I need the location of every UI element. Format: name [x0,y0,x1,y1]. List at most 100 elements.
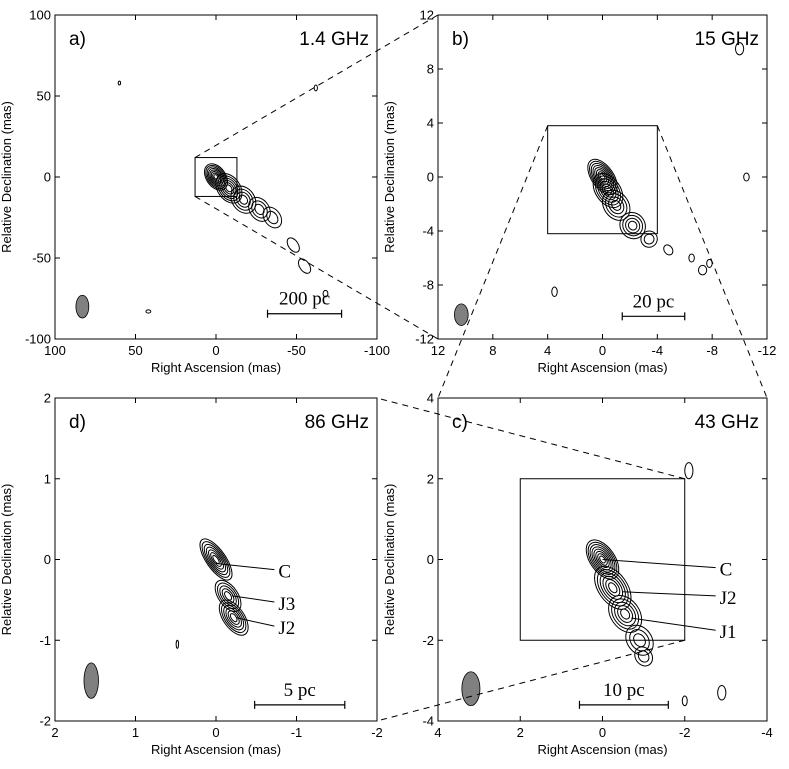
x-tick-label: -50 [287,343,306,358]
zoom-connector-line [194,14,439,158]
y-axis-label: Relative Declination (mas) [382,484,397,636]
y-tick-label: 12 [420,8,434,23]
y-axis-label: Relative Declination (mas) [382,101,397,253]
contour-line [608,582,618,594]
contour-line [215,173,243,204]
contour-line [205,164,227,190]
panel-letter: b) [452,29,469,50]
y-axis-label: Relative Declination (mas) [0,484,14,636]
y-tick-label: 0 [427,170,434,185]
y-tick-label: -1 [39,633,51,648]
contour-map [75,80,329,319]
x-tick-label: 0 [599,725,606,740]
frequency-label: 1.4 GHz [299,29,369,50]
contour-line [205,546,227,573]
x-tick-label: 8 [489,343,496,358]
contour-line [213,174,219,180]
y-tick-label: 0 [44,552,51,567]
contour-line [286,237,300,253]
contour-line [206,166,226,188]
component-label-J2: J2 [278,618,295,639]
y-tick-label: 100 [29,8,51,23]
x-tick-label: -100 [364,343,390,358]
zoom-connector-line [656,125,768,399]
x-axis-label: Right Ascension (mas) [537,360,667,375]
y-tick-label: -4 [422,714,434,729]
x-tick-label: 12 [431,343,445,358]
contour-line [262,206,283,229]
noise-contour [717,684,727,701]
contour-line [589,544,616,575]
contour-line [614,601,637,627]
contour-line [594,175,622,206]
noise-contour [551,286,558,297]
noise-contour [681,695,688,707]
contour-line [596,569,629,607]
contour-line [611,598,640,630]
zoom-connector-line [376,397,685,480]
y-tick-label: -8 [422,278,434,293]
noise-contour [313,84,318,92]
y-tick-label: -4 [422,224,434,239]
y-tick-label: -2 [422,633,434,648]
contour-line [608,595,643,633]
noise-contour [706,258,713,268]
contour-line [297,258,312,274]
plot-frame [437,14,768,340]
zoom-box [519,478,686,641]
contour-line [663,244,674,256]
contour-line [219,177,239,200]
contour-line [218,599,249,636]
contour-map [461,462,727,707]
contour-line [238,194,249,205]
contour-line [589,160,616,194]
x-tick-label: -8 [706,343,718,358]
contour-line [203,543,229,576]
noise-contour [688,253,695,263]
contour-line [601,183,615,198]
contour-line [643,233,655,245]
x-axis-label: Right Ascension (mas) [151,742,281,757]
contour-line [622,214,644,237]
contour-line [608,196,625,215]
contour-line [203,163,229,191]
contour-line [223,604,245,631]
component-label-J2: J2 [720,588,737,609]
contour-line [597,178,619,203]
x-axis-label: Right Ascension (mas) [537,742,667,757]
contour-line [225,184,233,193]
x-tick-label: -4 [652,343,664,358]
contour-line [210,552,222,567]
y-tick-label: 4 [427,116,434,131]
panel-letter: a) [69,29,86,50]
contour-line [617,605,634,623]
x-tick-label: 2 [517,725,524,740]
scalebar-label: 10 pc [603,680,645,701]
frequency-label: 15 GHz [695,29,759,50]
frequency-label: 86 GHz [305,412,369,433]
component-label-C: C [278,562,291,583]
contour-line [225,607,242,628]
x-tick-label: -2 [371,725,383,740]
contour-line [592,172,624,209]
frequency-label: 43 GHz [695,412,759,433]
y-tick-label: 0 [44,170,51,185]
y-tick-label: 8 [427,62,434,77]
contour-line [219,585,237,607]
x-tick-label: 2 [51,725,58,740]
contour-line [625,624,654,656]
y-tick-label: 2 [427,471,434,486]
noise-contour [322,289,329,298]
x-tick-label: 50 [128,343,142,358]
noise-contour [684,462,694,480]
x-tick-label: 0 [599,343,606,358]
x-tick-label: -1 [291,725,303,740]
scalebar-label: 20 pc [633,291,675,312]
component-label-J1: J1 [720,622,737,643]
contour-line [221,602,247,634]
scalebar-label: 5 pc [284,680,316,701]
